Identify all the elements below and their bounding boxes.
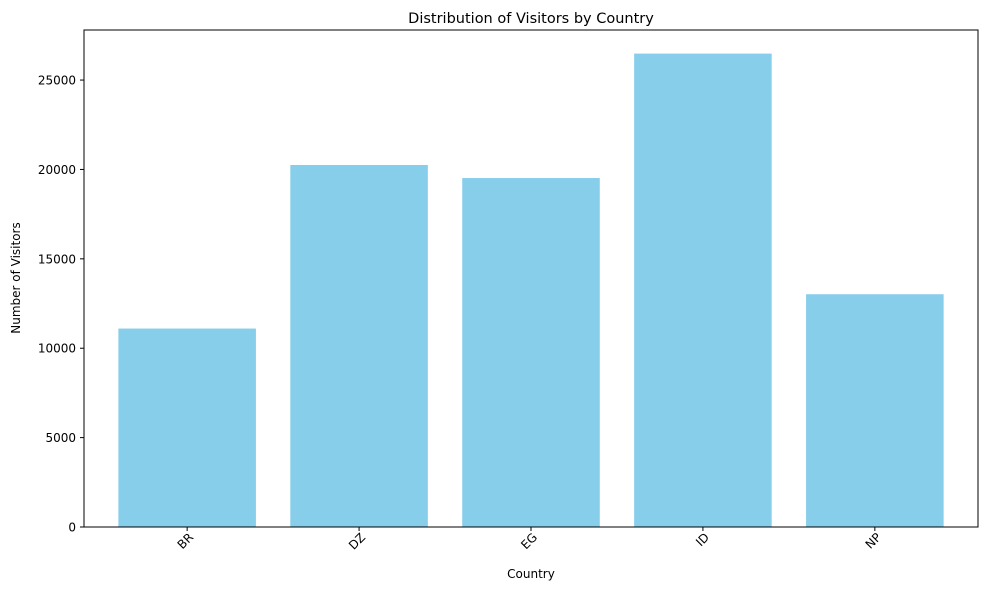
x-axis-label: Country — [507, 567, 555, 581]
x-tick-label: NP — [863, 530, 884, 551]
y-axis-label: Number of Visitors — [9, 222, 23, 334]
y-tick-label: 20000 — [38, 163, 76, 177]
y-tick-label: 15000 — [38, 252, 76, 266]
x-axis-ticks: BR DZ EG ID NP — [175, 527, 884, 552]
plot-area-frame — [83, 29, 979, 528]
x-tick-label: BR — [175, 530, 197, 552]
y-axis-ticks: 0 5000 10000 15000 20000 25000 — [38, 74, 84, 535]
y-tick-label: 5000 — [45, 431, 76, 445]
bars — [118, 53, 944, 528]
bar-id — [634, 53, 772, 527]
y-tick-label: 10000 — [38, 342, 76, 356]
bar-eg — [462, 178, 600, 527]
bar-np — [806, 294, 944, 527]
y-tick-label: 0 — [68, 521, 76, 535]
y-tick-label: 25000 — [38, 74, 76, 88]
x-tick-label: DZ — [346, 530, 368, 552]
x-tick-label: EG — [518, 530, 540, 552]
chart-title: Distribution of Visitors by Country — [408, 11, 654, 27]
bar-br — [118, 328, 256, 527]
x-tick-label: ID — [693, 530, 712, 549]
bar-dz — [290, 164, 428, 528]
